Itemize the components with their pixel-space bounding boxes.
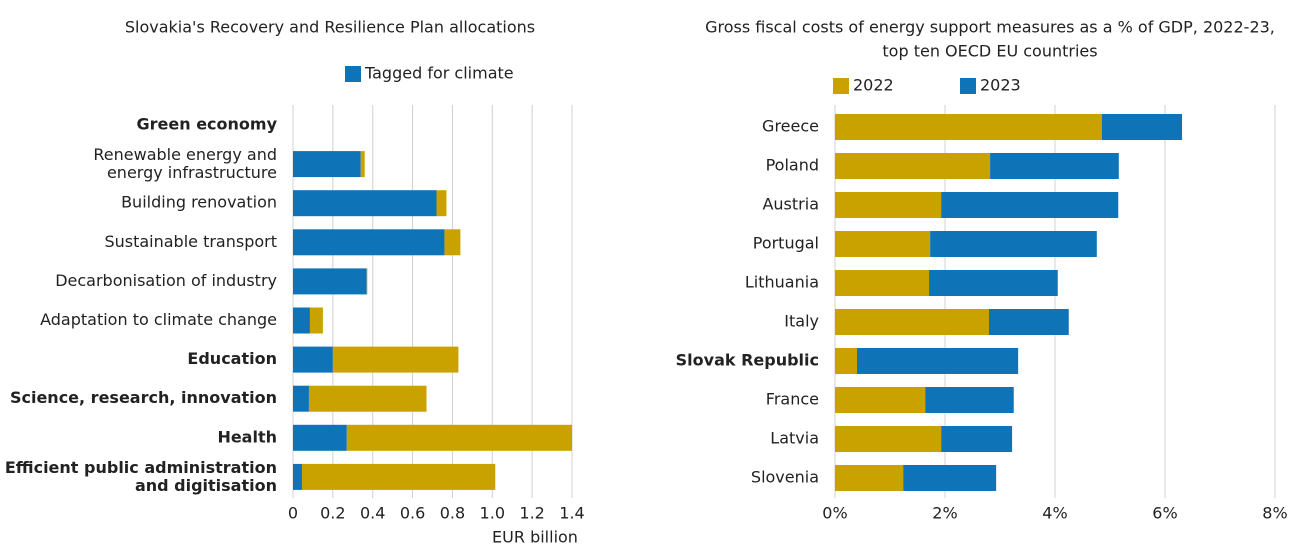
chart-title: Slovakia's Recovery and Resilience Plan … <box>125 18 535 37</box>
x-tick-label: 8% <box>1262 504 1287 523</box>
x-tick-label: 0 <box>288 504 298 523</box>
bar-segment <box>925 387 1014 413</box>
bar-segment <box>941 192 1119 218</box>
bar-segment <box>293 346 333 373</box>
chart-title: top ten OECD EU countries <box>882 42 1097 61</box>
category-label: Sustainable transport <box>104 232 277 251</box>
x-tick-label: 2% <box>932 504 957 523</box>
x-tick-label: 0.4 <box>360 504 385 523</box>
category-label: Health <box>217 427 277 446</box>
bar-segment <box>835 309 989 335</box>
x-tick-label: 1.2 <box>519 504 544 523</box>
category-label: Decarbonisation of industry <box>55 271 277 290</box>
category-label: France <box>766 390 819 409</box>
x-tick-label: 0.6 <box>400 504 425 523</box>
category-label: Italy <box>784 312 819 331</box>
bar-segment <box>309 307 323 334</box>
x-tick-label: 1.0 <box>480 504 505 523</box>
bar-segment <box>444 229 461 256</box>
bar-segment <box>308 385 427 412</box>
x-tick-label: 0% <box>822 504 847 523</box>
category-label: Slovenia <box>751 468 819 487</box>
category-label: Renewable energy and energy infrastructur… <box>93 145 277 182</box>
bar-segment <box>835 153 991 179</box>
bar-segment <box>293 463 302 490</box>
bar-segment <box>835 192 942 218</box>
legend-label: Tagged for climate <box>364 64 514 83</box>
category-label: Science, research, innovation <box>10 388 277 407</box>
bar-segment <box>346 424 572 451</box>
bar-segment <box>293 385 309 412</box>
bar-segment <box>1101 114 1183 140</box>
legend-label: 2022 <box>853 76 894 95</box>
bar-segment <box>293 424 347 451</box>
x-tick-label: 6% <box>1152 504 1177 523</box>
bar-segment <box>989 309 1069 335</box>
bar-segment <box>990 153 1119 179</box>
category-label: Building renovation <box>121 193 277 212</box>
bar-segment <box>293 190 437 217</box>
x-tick-label: 0.8 <box>440 504 465 523</box>
bar-segment <box>930 231 1097 257</box>
category-label: Latvia <box>770 429 819 448</box>
bar-segment <box>929 270 1058 296</box>
bar-segment <box>835 231 931 257</box>
bar-segment <box>903 465 997 491</box>
bar-segment <box>360 151 365 178</box>
category-label: Austria <box>762 195 819 214</box>
legend-swatch <box>345 66 361 82</box>
bar-segment <box>293 268 367 295</box>
category-label: Education <box>187 349 277 368</box>
bar-segment <box>835 387 926 413</box>
category-label: Portugal <box>753 234 819 253</box>
bar-segment <box>857 348 1019 374</box>
category-label: Efficient public administration and digit… <box>5 457 277 494</box>
x-axis-label: EUR billion <box>492 528 578 546</box>
chart-title: Gross fiscal costs of energy support mea… <box>705 18 1275 37</box>
bar-segment <box>835 270 930 296</box>
bar-segment <box>835 348 857 374</box>
category-label: Slovak Republic <box>676 351 819 370</box>
bar-segment <box>332 346 459 373</box>
category-label: Adaptation to climate change <box>40 310 277 329</box>
x-tick-label: 1.4 <box>559 504 584 523</box>
bar-segment <box>835 465 904 491</box>
bar-segment <box>835 114 1102 140</box>
category-label: Green economy <box>137 115 278 134</box>
x-tick-label: 0.2 <box>320 504 345 523</box>
x-tick-label: 4% <box>1042 504 1067 523</box>
bar-segment <box>293 151 361 178</box>
category-label: Poland <box>766 156 819 175</box>
bar-segment <box>436 190 447 217</box>
bar-segment <box>941 426 1013 452</box>
bar-segment <box>835 426 942 452</box>
bar-segment <box>366 268 368 295</box>
legend-swatch <box>960 78 976 94</box>
legend-swatch <box>833 78 849 94</box>
legend-label: 2023 <box>980 76 1021 95</box>
category-label: Lithuania <box>745 273 819 292</box>
category-label: Greece <box>762 117 819 136</box>
bar-segment <box>293 307 310 334</box>
bar-segment <box>301 463 496 490</box>
bar-segment <box>293 229 445 256</box>
